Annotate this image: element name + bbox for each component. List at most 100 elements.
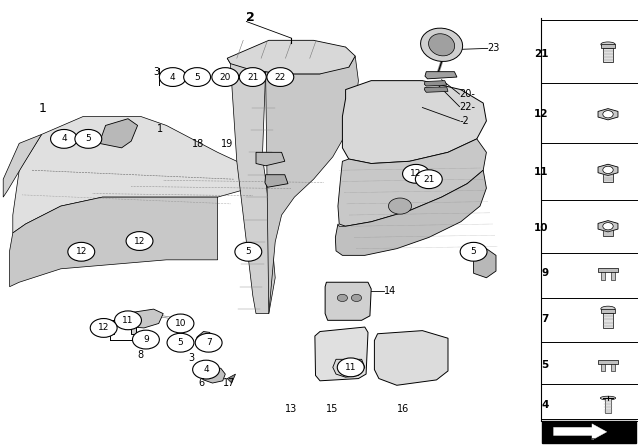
Polygon shape <box>99 119 138 148</box>
Bar <box>598 267 618 272</box>
Bar <box>604 48 612 62</box>
Text: 12: 12 <box>410 169 422 178</box>
Text: 5: 5 <box>178 338 183 347</box>
Circle shape <box>159 68 186 86</box>
Circle shape <box>115 311 141 330</box>
Polygon shape <box>598 108 618 120</box>
Text: 3: 3 <box>189 353 195 363</box>
Text: 13: 13 <box>285 404 297 414</box>
Ellipse shape <box>600 396 616 400</box>
Text: 21: 21 <box>534 49 548 59</box>
Circle shape <box>239 68 266 86</box>
Circle shape <box>415 170 442 189</box>
Text: 20-: 20- <box>460 89 476 99</box>
Polygon shape <box>227 40 355 74</box>
Text: 5: 5 <box>471 247 476 256</box>
Circle shape <box>167 314 194 333</box>
Text: 19: 19 <box>221 139 233 149</box>
Text: 10: 10 <box>175 319 186 328</box>
Text: 4: 4 <box>541 401 548 410</box>
Polygon shape <box>110 320 136 334</box>
Circle shape <box>351 294 362 302</box>
Circle shape <box>267 68 294 86</box>
Text: 4: 4 <box>204 365 209 374</box>
Circle shape <box>167 333 194 352</box>
Bar <box>601 364 605 371</box>
Ellipse shape <box>420 28 463 61</box>
Text: 9: 9 <box>541 268 548 278</box>
Polygon shape <box>3 134 42 197</box>
Circle shape <box>235 242 262 261</box>
Bar <box>601 44 615 48</box>
Bar <box>601 309 615 313</box>
Text: 23: 23 <box>488 43 500 53</box>
Text: 11: 11 <box>345 363 356 372</box>
Text: 12: 12 <box>76 247 87 256</box>
Text: 5: 5 <box>541 360 548 370</box>
Text: 5: 5 <box>195 73 200 82</box>
Polygon shape <box>333 359 365 377</box>
Circle shape <box>193 360 220 379</box>
Circle shape <box>184 68 211 86</box>
Circle shape <box>337 294 348 302</box>
Text: 1: 1 <box>157 124 163 134</box>
Bar <box>601 272 605 280</box>
Polygon shape <box>424 81 447 86</box>
Ellipse shape <box>601 42 615 47</box>
Text: 5: 5 <box>86 134 91 143</box>
Text: 8: 8 <box>138 350 144 360</box>
Text: 12: 12 <box>134 237 145 246</box>
Text: 12: 12 <box>98 323 109 332</box>
Polygon shape <box>227 374 236 383</box>
Polygon shape <box>598 164 618 176</box>
Text: 11: 11 <box>122 316 134 325</box>
Text: 4: 4 <box>61 134 67 143</box>
Text: 11: 11 <box>534 168 548 177</box>
Text: 4: 4 <box>170 73 175 82</box>
Circle shape <box>68 242 95 261</box>
Polygon shape <box>13 116 250 233</box>
Polygon shape <box>325 282 371 320</box>
Bar <box>604 313 612 328</box>
Polygon shape <box>342 81 486 164</box>
Text: 3: 3 <box>154 67 160 77</box>
Text: 6: 6 <box>198 378 205 388</box>
Polygon shape <box>256 152 285 166</box>
Bar <box>611 364 615 371</box>
Text: 14: 14 <box>384 286 396 296</box>
Bar <box>611 272 615 280</box>
Text: 22: 22 <box>275 73 286 82</box>
Polygon shape <box>338 139 486 226</box>
Polygon shape <box>227 58 282 314</box>
Polygon shape <box>315 327 368 381</box>
Text: 16: 16 <box>397 404 409 414</box>
Polygon shape <box>266 47 358 314</box>
Text: 22-: 22- <box>460 102 476 112</box>
Circle shape <box>212 68 239 86</box>
Text: 20: 20 <box>220 73 231 82</box>
Polygon shape <box>554 424 607 440</box>
Bar <box>542 421 636 443</box>
Circle shape <box>460 242 487 261</box>
Polygon shape <box>474 249 496 278</box>
Text: 10: 10 <box>534 224 548 233</box>
Circle shape <box>90 319 117 337</box>
Text: 00282885: 00282885 <box>570 438 605 444</box>
Circle shape <box>75 129 102 148</box>
Circle shape <box>337 358 364 377</box>
Circle shape <box>603 111 613 118</box>
Text: 7: 7 <box>206 338 211 347</box>
Text: 15: 15 <box>326 404 339 414</box>
Circle shape <box>603 223 613 230</box>
Polygon shape <box>335 170 486 255</box>
Circle shape <box>51 129 77 148</box>
Text: 21: 21 <box>423 175 435 184</box>
Polygon shape <box>424 87 448 92</box>
Text: 7: 7 <box>541 314 548 324</box>
Text: 12: 12 <box>534 109 548 119</box>
Ellipse shape <box>429 34 454 56</box>
Polygon shape <box>265 175 288 187</box>
Circle shape <box>126 232 153 250</box>
Ellipse shape <box>601 306 615 311</box>
Polygon shape <box>200 367 225 383</box>
